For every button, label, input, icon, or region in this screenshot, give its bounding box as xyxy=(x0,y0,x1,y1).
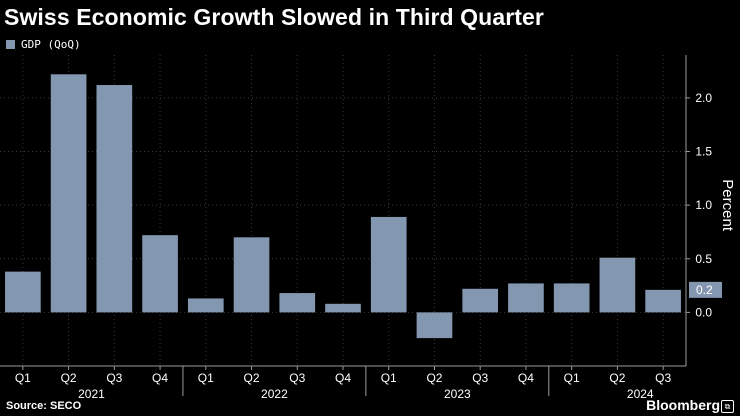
x-tick-label: Q2 xyxy=(61,371,77,385)
x-tick-label: Q1 xyxy=(381,371,397,385)
x-tick-label: Q3 xyxy=(106,371,122,385)
x-tick-label: Q2 xyxy=(609,371,625,385)
year-label: 2022 xyxy=(261,387,288,401)
bar-0 xyxy=(5,271,41,313)
x-tick-label: Q2 xyxy=(426,371,442,385)
y-tick-label: 1.5 xyxy=(695,145,712,159)
legend-label: GDP (QoQ) xyxy=(21,38,81,51)
x-tick-label: Q3 xyxy=(472,371,488,385)
bar-10 xyxy=(462,288,499,313)
last-value-box xyxy=(689,281,722,298)
bar-12 xyxy=(553,283,590,313)
source-note: Source: SECO xyxy=(6,400,82,412)
year-label: 2021 xyxy=(78,387,105,401)
x-tick-label: Q3 xyxy=(289,371,305,385)
bar-1 xyxy=(50,74,87,313)
bar-11 xyxy=(508,283,544,313)
brand-badge-icon: ⧉ xyxy=(721,400,734,413)
chart-title: Swiss Economic Growth Slowed in Third Qu… xyxy=(4,4,544,30)
x-tick-label: Q4 xyxy=(518,371,534,385)
x-tick-label: Q4 xyxy=(152,371,168,385)
bar-13 xyxy=(599,257,636,313)
year-label: 2023 xyxy=(444,387,471,401)
year-label: 2024 xyxy=(627,387,654,401)
bar-14 xyxy=(645,289,681,313)
bar-3 xyxy=(142,235,178,313)
bar-7 xyxy=(325,303,361,313)
bar-9 xyxy=(416,312,453,339)
x-tick-label: Q3 xyxy=(655,371,671,385)
brand-logo: Bloomberg xyxy=(646,397,720,413)
x-tick-label: Q4 xyxy=(335,371,351,385)
bar-5 xyxy=(233,237,270,313)
y-tick-label: 2.0 xyxy=(695,91,712,105)
legend-swatch xyxy=(6,40,15,49)
legend: GDP (QoQ) xyxy=(6,38,81,51)
x-tick-label: Q1 xyxy=(15,371,31,385)
x-tick-label: Q1 xyxy=(198,371,214,385)
bar-4 xyxy=(187,298,224,313)
x-tick-label: Q2 xyxy=(244,371,260,385)
bar-6 xyxy=(279,293,316,313)
bar-2 xyxy=(96,85,133,313)
bar-8 xyxy=(370,216,407,313)
y-tick-label: 0.0 xyxy=(695,305,712,319)
last-value-label: 0.2 xyxy=(696,283,713,297)
y-tick-label: 0.5 xyxy=(695,252,712,266)
y-axis-title: Percent xyxy=(719,179,736,232)
y-tick-label: 1.0 xyxy=(695,198,712,212)
x-tick-label: Q1 xyxy=(564,371,580,385)
